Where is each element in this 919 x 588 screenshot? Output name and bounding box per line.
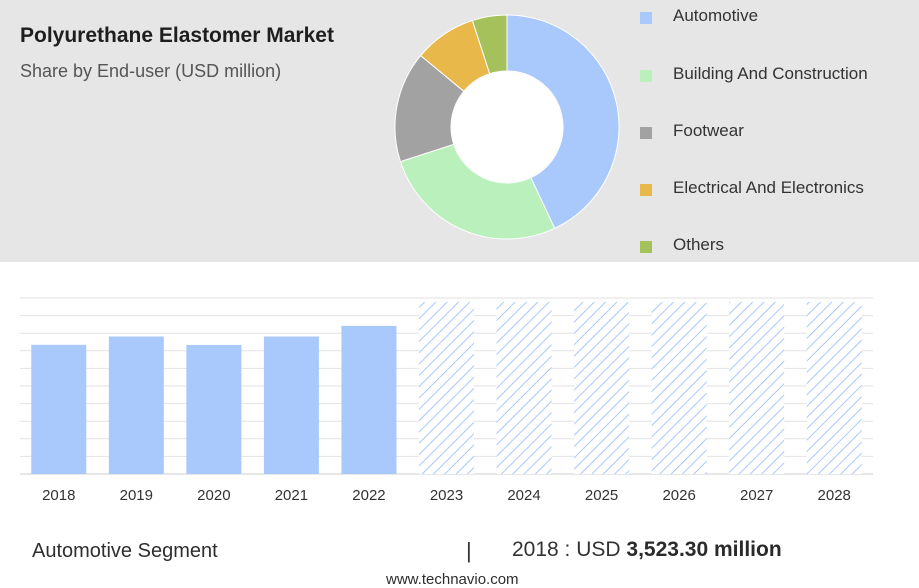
legend-label: Others (673, 235, 725, 254)
x-tick-label: 2025 (585, 487, 618, 504)
donut-slice-others (471, 14, 508, 75)
forecast-bar-2027 (729, 302, 785, 474)
legend-label: Electrical And Electronics (673, 178, 864, 197)
legend-label: Automotive (673, 6, 759, 25)
legend-swatch (640, 70, 652, 82)
forecast-bar-2025 (574, 302, 630, 474)
x-tick-label: 2026 (662, 487, 695, 504)
donut-slice-automotive (506, 14, 620, 230)
legend-label: Footwear (673, 121, 744, 140)
chart-subtitle: Share by End-user (USD million) (20, 61, 282, 81)
forecast-bar-2024 (496, 302, 552, 474)
forecast-bar-2026 (651, 302, 707, 474)
x-tick-label: 2024 (507, 487, 540, 504)
x-tick-label: 2027 (740, 487, 773, 504)
bar-2018 (31, 344, 87, 474)
x-tick-label: 2019 (120, 487, 153, 504)
bar-2022 (341, 325, 397, 474)
x-tick-label: 2020 (197, 487, 230, 504)
chart-title: Polyurethane Elastomer Market (20, 24, 334, 47)
bar-chart: 2018 2019 2020 2021 2022 2023 2024 2025 2026 2027… (20, 297, 873, 504)
legend-swatch (640, 127, 652, 139)
x-tick-label: 2023 (430, 487, 463, 504)
bar-2021 (263, 336, 319, 474)
forecast-bar-2028 (806, 302, 862, 474)
x-tick-label: 2022 (352, 487, 385, 504)
donut-chart (394, 14, 620, 240)
x-tick-label: 2018 (42, 487, 75, 504)
segment-value-amount: 3,523.30 million (626, 538, 782, 561)
x-tick-label: 2028 (818, 487, 851, 504)
source-link[interactable]: www.technavio.com (386, 571, 519, 588)
legend-swatch (640, 184, 652, 196)
footer-divider: | (466, 538, 472, 563)
bar-2020 (186, 344, 242, 474)
legend-swatch (640, 241, 652, 253)
donut-hole (451, 71, 563, 183)
segment-value: 2018 : USD 3,523.30 million (512, 538, 782, 562)
legend-swatch (640, 12, 652, 24)
legend-label: Building And Construction (673, 64, 868, 83)
segment-value-prefix: 2018 : USD (512, 538, 627, 561)
forecast-bar-2023 (419, 302, 474, 474)
segment-label: Automotive Segment (32, 540, 218, 562)
bar-2019 (108, 336, 164, 474)
x-tick-label: 2021 (275, 487, 308, 504)
donut-slice-building-and-construction (399, 143, 556, 240)
